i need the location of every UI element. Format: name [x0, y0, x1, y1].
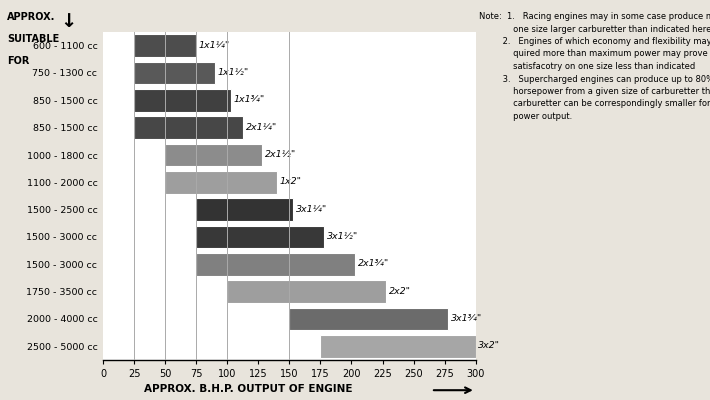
Bar	[134, 116, 244, 139]
Text: 2x1½": 2x1½"	[265, 150, 296, 159]
Text: 3x2": 3x2"	[479, 341, 500, 350]
Text: SUITABLE: SUITABLE	[7, 34, 60, 44]
Text: Note:  1.   Racing engines may in some case produce more power on
             o: Note: 1. Racing engines may in some case…	[479, 12, 710, 121]
Text: ↓: ↓	[60, 12, 77, 31]
Bar	[320, 335, 476, 358]
Text: 3x1¾": 3x1¾"	[451, 314, 482, 323]
Text: FOR: FOR	[7, 56, 30, 66]
Bar	[227, 280, 386, 303]
Bar	[165, 144, 262, 166]
Bar	[134, 34, 196, 57]
Bar	[196, 226, 324, 248]
Bar	[134, 62, 215, 84]
Text: APPROX.: APPROX.	[7, 12, 55, 22]
Bar	[290, 308, 449, 330]
Text: 1x1½": 1x1½"	[217, 68, 248, 77]
Text: 3x1¼": 3x1¼"	[295, 205, 327, 214]
Bar	[165, 171, 277, 194]
Bar	[196, 198, 293, 221]
Text: APPROX. B.H.P. OUTPUT OF ENGINE: APPROX. B.H.P. OUTPUT OF ENGINE	[144, 384, 353, 394]
Bar	[196, 253, 355, 276]
Text: 2x1¼": 2x1¼"	[246, 123, 277, 132]
Text: 1x2": 1x2"	[280, 177, 301, 186]
Text: 2x1¾": 2x1¾"	[358, 259, 389, 268]
Text: 1x1¼": 1x1¼"	[199, 41, 230, 50]
Text: 3x1½": 3x1½"	[327, 232, 358, 241]
Text: 1x1¾": 1x1¾"	[234, 95, 265, 104]
Text: 2x2": 2x2"	[389, 287, 410, 296]
Bar	[134, 89, 231, 112]
